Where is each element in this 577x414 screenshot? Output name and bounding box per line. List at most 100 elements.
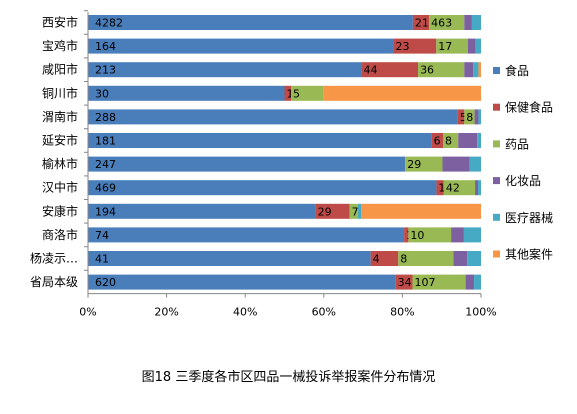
bar-segment (464, 109, 475, 125)
data-label: 4 (373, 253, 380, 266)
bar-segment (478, 62, 481, 78)
legend-label: 化妆品 (505, 174, 541, 188)
category-label: 铜川市 (42, 85, 78, 100)
x-tick-label: 20% (154, 306, 178, 319)
bar-segment (418, 62, 465, 78)
data-label: 469 (95, 182, 116, 195)
bar-segment (404, 227, 409, 243)
bar-segment (398, 251, 454, 266)
bar-segment (88, 62, 362, 78)
bar-segment (463, 227, 481, 243)
bar-segment (474, 109, 479, 125)
legend-swatch (493, 140, 500, 148)
data-label: 41 (95, 253, 109, 266)
data-label: 74 (95, 229, 109, 242)
data-label: 213 (95, 64, 116, 77)
category-label: 汉中市 (42, 180, 78, 195)
legend-swatch (493, 103, 500, 111)
bar-segment (467, 251, 481, 266)
data-label: 7 (352, 205, 359, 218)
category-label: 宝鸡市 (42, 38, 78, 53)
bar-segment (429, 15, 465, 30)
bar-segment (408, 227, 452, 243)
bar-segment (412, 15, 430, 30)
bar-segment (469, 156, 481, 172)
data-label: 194 (95, 205, 116, 218)
bar-segment (443, 180, 476, 196)
data-label: 164 (95, 40, 116, 53)
category-label: 渭南市 (42, 109, 78, 124)
bar-segment (284, 85, 292, 101)
data-label: 6 (434, 135, 441, 148)
bar-segment (291, 85, 324, 101)
data-label: 10 (410, 229, 424, 242)
data-label: 5 (293, 87, 300, 100)
category-label: 延安市 (42, 133, 78, 148)
bar-segment (315, 203, 350, 219)
bar-segment (361, 203, 481, 219)
data-label: 247 (95, 158, 116, 171)
bar-segment (467, 38, 476, 54)
legend-label: 医疗器械 (505, 210, 553, 225)
legend-label: 其他案件 (505, 247, 553, 262)
data-label: 29 (318, 205, 332, 218)
data-label: 1 (287, 87, 294, 100)
data-label: 42 (446, 182, 460, 195)
bar-segment (436, 38, 468, 54)
bar-segment (475, 180, 479, 196)
x-axis: 0% 20% 40% 60% 80% 100% (79, 10, 497, 319)
bar-segment (88, 180, 437, 196)
bar-segment (474, 274, 481, 290)
bar-segment (395, 274, 413, 290)
data-label: 288 (95, 111, 116, 124)
data-label: 107 (415, 276, 436, 289)
data-label: 5 (460, 111, 467, 124)
bar-segment (465, 274, 475, 290)
legend-swatch (493, 67, 500, 74)
category-label: 西安市 (42, 15, 78, 30)
bar-segment (443, 133, 459, 148)
category-label: 商洛市 (42, 227, 78, 242)
bar-segment (361, 62, 419, 78)
x-tick-label: 100% (465, 306, 496, 319)
data-label: 4282 (95, 17, 123, 30)
data-label: 36 (420, 64, 434, 77)
x-tick-label: 0% (79, 306, 96, 319)
bar-segment (473, 62, 479, 78)
data-label: 23 (395, 40, 409, 53)
category-label: 杨凌示… (30, 251, 78, 266)
bar-segment (451, 227, 464, 243)
legend-label: 食品 (505, 63, 529, 78)
legend-swatch (493, 213, 500, 221)
category-label: 咸阳市 (42, 62, 78, 77)
category-label: 省局本级 (30, 275, 78, 289)
bar-segment (393, 38, 437, 54)
bar-segment (88, 109, 458, 125)
bar-segment (88, 38, 394, 54)
data-label: 181 (95, 135, 116, 148)
bar-segment (88, 251, 371, 266)
category-label: 榆林市 (42, 156, 78, 171)
bar-segment (464, 62, 474, 78)
x-tick-label: 40% (233, 306, 257, 319)
data-label: 8 (445, 135, 452, 148)
bar-segment (88, 133, 432, 148)
bar-segment (453, 251, 468, 266)
bar-segment (88, 85, 285, 101)
bar-segment (88, 15, 413, 30)
bar-segment (88, 203, 316, 219)
data-label: 44 (364, 64, 378, 77)
data-label: 8 (400, 253, 407, 266)
data-label: 34 (398, 276, 412, 289)
data-label: 8 (466, 111, 473, 124)
bar-segment (431, 133, 444, 148)
bar-segment (471, 15, 481, 30)
bar-segment (357, 203, 362, 219)
bar-segment (478, 180, 481, 196)
legend-label: 保健食品 (505, 100, 553, 115)
bar-segment (464, 15, 472, 30)
bar-segment (475, 38, 481, 54)
bar-segment (436, 180, 444, 196)
